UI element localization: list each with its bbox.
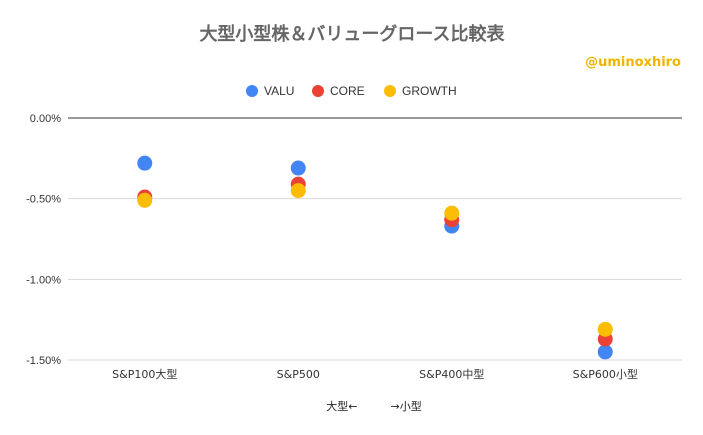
y-tick-label: -0.50%	[26, 194, 61, 206]
data-point-growth	[290, 183, 306, 199]
data-point-valu	[597, 344, 613, 360]
data-point-valu	[137, 155, 153, 171]
legend-marker-growth	[384, 85, 396, 97]
x-axis-label: 大型← →小型	[326, 399, 421, 413]
legend: VALU CORE GROWTH	[246, 84, 457, 98]
legend-label-growth: GROWTH	[402, 84, 457, 98]
data-points	[137, 155, 613, 360]
y-tick-label: -1.00%	[26, 274, 61, 286]
data-point-valu	[290, 160, 306, 176]
data-point-growth	[137, 192, 153, 208]
author-watermark: @uminoxhiro	[585, 55, 681, 70]
x-category-label: S&P100大型	[112, 367, 177, 381]
x-category-label: S&P600小型	[573, 367, 638, 381]
legend-marker-core	[312, 85, 324, 97]
y-tick-label: 0.00%	[30, 113, 61, 125]
chart-title: 大型小型株＆バリューグロース比較表	[199, 23, 505, 45]
x-category-label: S&P400中型	[419, 367, 484, 381]
legend-label-valu: VALU	[264, 84, 294, 98]
y-tick-label: -1.50%	[26, 355, 61, 367]
legend-label-core: CORE	[330, 84, 365, 98]
y-axis-ticks: 0.00% -0.50% -1.00% -1.50%	[26, 113, 61, 367]
x-category-label: S&P500	[277, 368, 320, 381]
x-axis-categories: S&P100大型 S&P500 S&P400中型 S&P600小型	[112, 367, 638, 381]
grid-lines	[68, 117, 682, 361]
data-point-growth	[444, 205, 460, 221]
legend-marker-valu	[246, 85, 258, 97]
data-point-growth	[597, 321, 613, 337]
